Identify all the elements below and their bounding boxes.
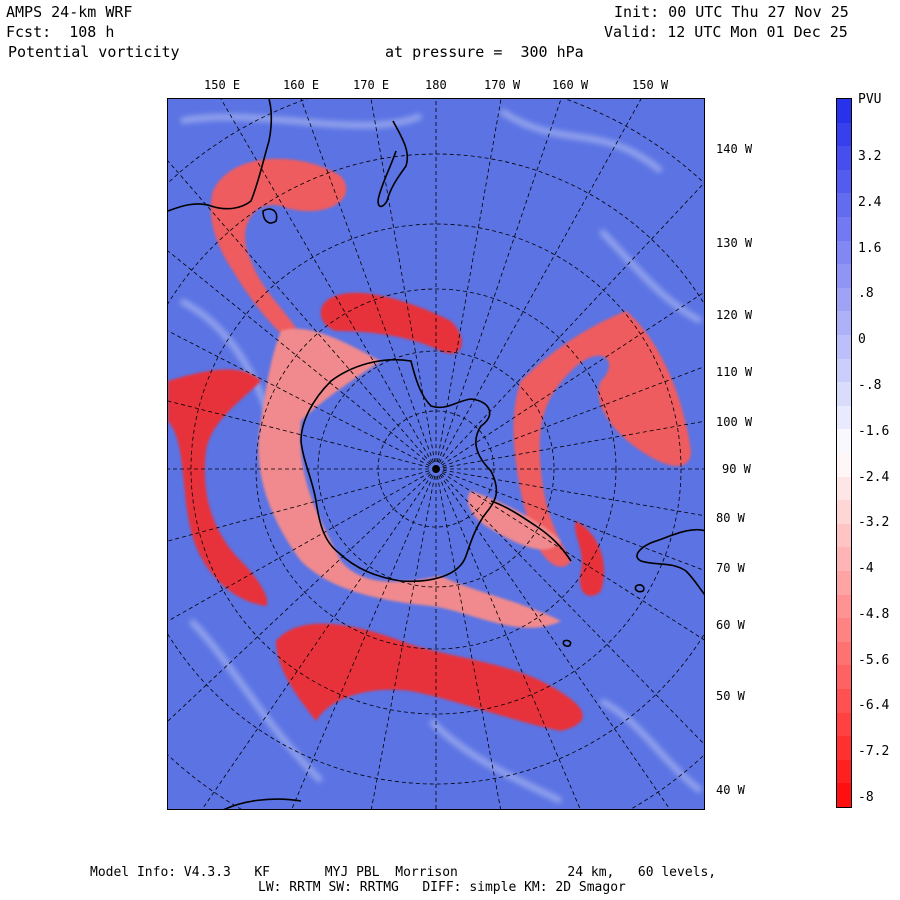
australia-coast <box>168 99 273 212</box>
lon-label-90w: 90 W <box>722 462 751 476</box>
colorbar-tick-label: 1.6 <box>858 240 882 256</box>
pv-band-newzealand <box>210 158 347 351</box>
colorbar-segment <box>837 240 851 265</box>
antarctica-coast <box>300 358 498 583</box>
colorbar-segment <box>837 712 851 737</box>
pv-band-west <box>168 369 268 606</box>
colorbar-segment <box>837 146 851 171</box>
colorbar-tick-label: 3.2 <box>858 149 882 164</box>
tasmania <box>262 208 278 224</box>
colorbar-tick-label: 2.4 <box>858 194 882 210</box>
lon-label-110w: 110 W <box>716 365 753 379</box>
colorbar-segment <box>837 405 851 430</box>
lon-label-170e: 170 E <box>353 78 390 92</box>
coastlines <box>168 99 704 809</box>
colorbar-tick-label: .8 <box>858 286 874 302</box>
physics-info: LW: RRTM SW: RRTMG DIFF: simple KM: 2D S… <box>258 880 626 895</box>
colorbar-segment <box>837 736 851 761</box>
pv-band-south <box>276 623 583 731</box>
pv-colorbar <box>836 98 852 808</box>
lon-label-140w: 140 W <box>716 142 753 156</box>
colorbar-tick-label: -7.2 <box>858 744 890 760</box>
lon-label-160w: 160 W <box>552 78 589 92</box>
lon-label-70w: 70 W <box>716 561 745 575</box>
colorbar-segment <box>837 122 851 147</box>
lon-label-180: 180 <box>425 78 447 92</box>
colorbar-segment <box>837 594 851 619</box>
colorbar-segment <box>837 335 851 360</box>
south-georgia-islands <box>562 639 572 647</box>
lon-label-150e: 150 E <box>204 78 241 92</box>
colorbar-unit: PVU <box>858 92 882 107</box>
lon-label-160e: 160 E <box>283 78 320 92</box>
colorbar-segment <box>837 169 851 194</box>
valid-time: Valid: 12 UTC Mon 01 Dec 25 <box>604 23 848 41</box>
colorbar-segment <box>837 618 851 643</box>
colorbar-tick-label: -4.8 <box>858 606 890 622</box>
lon-label-130w: 130 W <box>716 236 753 250</box>
colorbar-tick-label: -1.6 <box>858 423 890 439</box>
forecast-hour: Fcst: 108 h <box>6 23 115 41</box>
new-zealand <box>377 120 409 208</box>
lon-label-80w: 80 W <box>716 511 745 525</box>
pv-light-streaks <box>179 108 703 804</box>
colorbar-segment <box>837 287 851 312</box>
colorbar-segment <box>837 99 851 124</box>
colorbar-segment <box>837 264 851 289</box>
lon-label-150w: 150 W <box>632 78 669 92</box>
colorbar-tick-label: -8 <box>858 790 874 805</box>
colorbar-segment <box>837 476 851 501</box>
falklands <box>634 584 645 593</box>
colorbar-tick-label: -.8 <box>858 377 882 393</box>
colorbar-tick-label: -2.4 <box>858 469 890 485</box>
colorbar-tick-label: -3.2 <box>858 515 890 531</box>
antarctic-peninsula <box>490 500 572 562</box>
colorbar-segment <box>837 523 851 548</box>
colorbar-segment <box>837 358 851 383</box>
colorbar-segment <box>837 193 851 218</box>
lon-label-40w: 40 W <box>716 783 745 797</box>
init-time: Init: 00 UTC Thu 27 Nov 25 <box>614 3 849 21</box>
colorbar-segment <box>837 665 851 690</box>
pv-map <box>167 98 705 810</box>
lon-label-170w: 170 W <box>484 78 521 92</box>
pv-band-east-arc <box>513 311 691 567</box>
pressure-level: at pressure = 300 hPa <box>385 43 584 61</box>
lon-label-60w: 60 W <box>716 618 745 632</box>
colorbar-tick-label: -5.6 <box>858 652 890 668</box>
colorbar-segment <box>837 382 851 407</box>
lon-label-50w: 50 W <box>716 689 745 703</box>
lon-label-100w: 100 W <box>716 415 753 429</box>
field-name: Potential vorticity <box>8 43 180 61</box>
bottom-coast <box>223 798 302 809</box>
lon-label-120w: 120 W <box>716 308 753 322</box>
colorbar-segment <box>837 453 851 478</box>
pv-band-westring <box>258 328 561 628</box>
south-america <box>636 528 704 595</box>
colorbar-segment <box>837 759 851 784</box>
colorbar-tick-label: -6.4 <box>858 698 890 714</box>
colorbar-segment <box>837 689 851 714</box>
colorbar-segment <box>837 547 851 572</box>
colorbar-segment <box>837 429 851 454</box>
meridians <box>168 99 704 809</box>
colorbar-segment <box>837 641 851 666</box>
colorbar-tick-label: -4 <box>858 561 874 577</box>
colorbar-segment <box>837 783 851 808</box>
colorbar-segment <box>837 500 851 525</box>
pv-band-southeast <box>574 521 605 596</box>
model-info: Model Info: V4.3.3 KF MYJ PBL Morrison 2… <box>90 865 717 880</box>
colorbar-segment <box>837 311 851 336</box>
colorbar-tick-label: 0 <box>858 332 866 348</box>
model-title: AMPS 24-km WRF <box>6 3 133 21</box>
colorbar-segment <box>837 217 851 242</box>
colorbar-segment <box>837 571 851 596</box>
